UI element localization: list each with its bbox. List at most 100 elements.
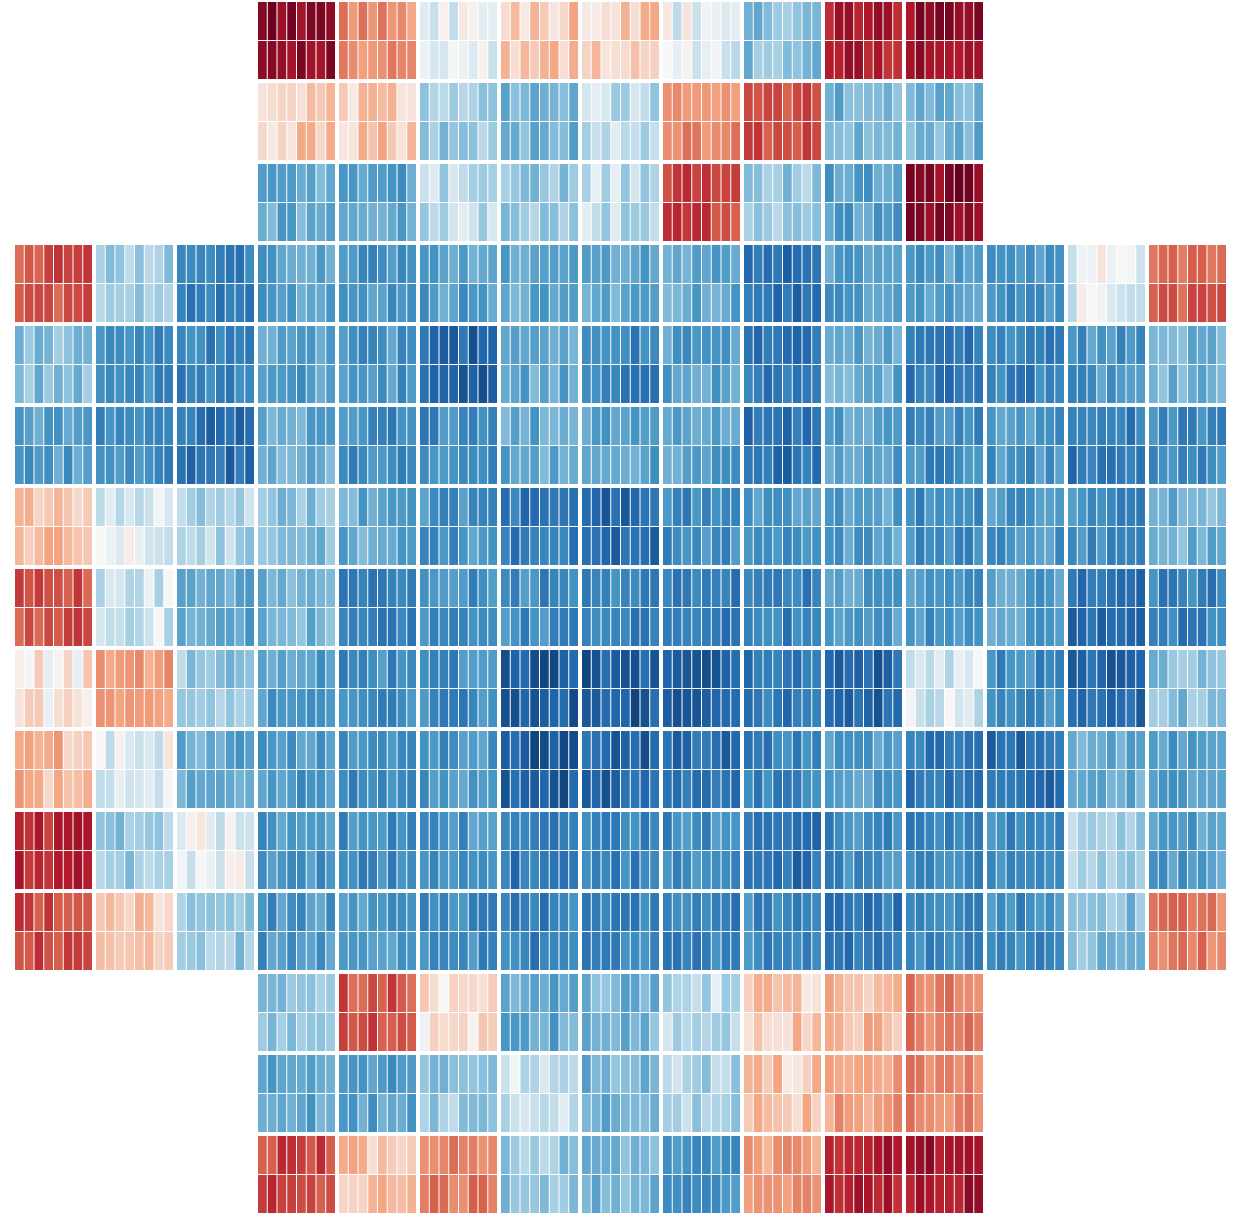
heatmap-cell [549, 812, 559, 850]
heatmap-cell [672, 812, 682, 850]
heatmap-cell [358, 326, 368, 364]
heatmap-cell [420, 326, 429, 364]
heatmap-cell [906, 974, 915, 1012]
heatmap-cell [974, 1055, 983, 1093]
heatmap-cell [753, 365, 763, 403]
heatmap-cell [672, 488, 682, 526]
heatmap-cell [1097, 527, 1106, 565]
heatmap-cell [478, 122, 488, 160]
heatmap-cell [297, 203, 306, 241]
heatmap-cell [1158, 527, 1168, 565]
heatmap-cell [439, 1136, 449, 1174]
heatmap-cell [792, 2, 802, 40]
heatmap-cell [974, 608, 983, 646]
heatmap-cell [672, 284, 682, 322]
heatmap-cell [520, 932, 530, 970]
heatmap-cell [864, 650, 873, 688]
heatmap-cell [611, 1055, 620, 1093]
heatmap-cell [731, 689, 740, 727]
heatmap-block-r4-c11 [906, 326, 983, 403]
heatmap-cell [721, 1136, 731, 1174]
heatmap-cell [316, 41, 326, 79]
heatmap-cell [478, 245, 488, 283]
heatmap-cell [812, 1175, 821, 1213]
heatmap-cell [358, 812, 368, 850]
heatmap-cell [591, 1055, 601, 1093]
heatmap-cell [1097, 446, 1106, 484]
heatmap-cell [54, 608, 63, 646]
heatmap-cell [925, 1136, 935, 1174]
heatmap-cell [245, 245, 254, 283]
heatmap-cell [621, 770, 630, 808]
heatmap-cell [915, 1013, 925, 1051]
heatmap-cell [601, 689, 611, 727]
heatmap-block-r1-c6 [501, 83, 578, 160]
heatmap-cell [825, 1013, 834, 1051]
heatmap-cell [996, 770, 1006, 808]
heatmap-cell [692, 365, 701, 403]
heatmap-cell [520, 974, 530, 1012]
heatmap-cell [630, 650, 640, 688]
heatmap-cell [834, 488, 844, 526]
heatmap-cell [510, 851, 520, 889]
heatmap-cell [429, 770, 439, 808]
heatmap-cell [650, 41, 659, 79]
heatmap-block-r3-c11 [906, 245, 983, 322]
heatmap-cell [1077, 689, 1087, 727]
heatmap-cell [549, 527, 559, 565]
heatmap-cell [368, 812, 377, 850]
heatmap-cell [501, 527, 510, 565]
heatmap-block-r8-c5 [420, 650, 497, 727]
heatmap-cell [987, 851, 996, 889]
heatmap-cell [397, 1175, 407, 1213]
heatmap-cell [468, 407, 478, 445]
heatmap-cell [945, 1175, 954, 1213]
heatmap-cell [812, 245, 821, 283]
heatmap-cell [834, 608, 844, 646]
heatmap-cell [935, 1094, 944, 1132]
heatmap-cell [744, 1013, 753, 1051]
heatmap-cell [125, 284, 134, 322]
heatmap-cell [702, 365, 711, 403]
heatmap-block-r6-c8 [663, 488, 740, 565]
heatmap-cell [893, 569, 902, 607]
heatmap-cell [974, 83, 983, 121]
heatmap-cell [906, 1013, 915, 1051]
heatmap-cell [1045, 608, 1055, 646]
heatmap-cell [1045, 650, 1055, 688]
heatmap-cell [582, 41, 591, 79]
heatmap-cell [96, 284, 105, 322]
heatmap-cell [488, 284, 497, 322]
heatmap-cell [621, 1013, 630, 1051]
heatmap-cell [825, 122, 834, 160]
heatmap-cell [287, 770, 296, 808]
heatmap-cell [1168, 569, 1178, 607]
heatmap-cell [682, 1055, 692, 1093]
heatmap-cell [287, 731, 296, 769]
heatmap-cell [144, 326, 154, 364]
heatmap-cell [650, 245, 659, 283]
heatmap-block-r4-c6 [501, 326, 578, 403]
heatmap-cell [744, 1175, 753, 1213]
heatmap-block-r9-c3 [258, 731, 335, 808]
heatmap-cell [753, 122, 763, 160]
heatmap-cell [1197, 569, 1207, 607]
heatmap-cell [792, 851, 802, 889]
heatmap-cell [1077, 608, 1087, 646]
heatmap-cell [177, 731, 186, 769]
heatmap-cell [339, 932, 348, 970]
heatmap-cell [702, 974, 711, 1012]
heatmap-cell [1107, 284, 1116, 322]
heatmap-cell [1116, 488, 1126, 526]
heatmap-cell [663, 488, 672, 526]
heatmap-cell [935, 365, 944, 403]
heatmap-cell [945, 974, 954, 1012]
heatmap-cell [721, 527, 731, 565]
heatmap-cell [834, 446, 844, 484]
heatmap-cell [702, 689, 711, 727]
heatmap-cell [135, 446, 144, 484]
heatmap-block-r13-c9 [744, 1055, 821, 1132]
heatmap-cell [216, 851, 225, 889]
heatmap-cell [773, 731, 782, 769]
heatmap-cell [206, 893, 215, 931]
